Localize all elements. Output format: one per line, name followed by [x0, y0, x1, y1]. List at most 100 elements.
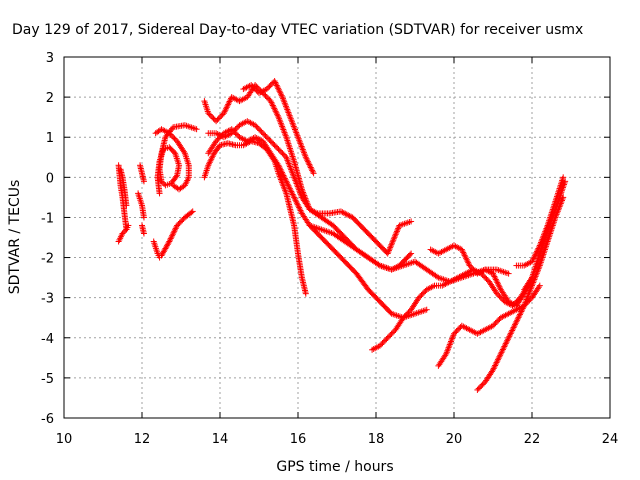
- x-tick-label: 20: [446, 432, 463, 447]
- data-point-marker: [376, 342, 383, 349]
- data-point-marker: [159, 179, 166, 186]
- y-tick-label: -2: [41, 252, 54, 267]
- data-point-marker: [469, 265, 476, 272]
- data-point-marker: [285, 182, 292, 189]
- data-point-marker: [263, 94, 270, 101]
- data-point-marker: [302, 154, 309, 161]
- data-point-marker: [269, 102, 276, 109]
- data-point-marker: [274, 112, 281, 119]
- data-point-marker: [454, 326, 461, 333]
- data-point-marker: [499, 347, 506, 354]
- data-point-marker: [536, 282, 543, 289]
- data-point-marker: [275, 162, 282, 169]
- data-point-marker: [224, 102, 231, 109]
- data-point-marker: [475, 385, 482, 392]
- data-point-marker: [503, 339, 510, 346]
- data-point-marker: [307, 164, 314, 171]
- series-arc-1c: [117, 166, 130, 209]
- data-point-marker: [291, 195, 298, 202]
- data-point-marker: [491, 321, 498, 328]
- data-point-marker: [125, 222, 132, 229]
- data-point-marker: [193, 126, 200, 133]
- data-point-marker: [267, 138, 274, 145]
- data-point-marker: [188, 209, 195, 216]
- series-arc-9: [240, 78, 317, 177]
- y-tick-label: -6: [41, 412, 54, 427]
- data-point-marker: [384, 334, 391, 341]
- data-point-marker: [297, 207, 304, 214]
- data-point-marker: [492, 276, 499, 283]
- data-point-marker: [253, 87, 260, 94]
- data-point-marker: [516, 311, 523, 318]
- series-arc-5: [152, 126, 192, 193]
- data-point-marker: [270, 103, 277, 110]
- data-point-marker: [176, 219, 183, 226]
- series-arc-2b: [139, 222, 147, 237]
- x-tick-label: 22: [524, 432, 541, 447]
- data-point-marker: [213, 118, 220, 125]
- data-point-marker: [269, 139, 275, 146]
- data-point-marker: [375, 261, 382, 268]
- data-point-marker: [507, 330, 514, 337]
- data-point-marker: [189, 208, 196, 215]
- data-point-marker: [463, 255, 470, 262]
- data-point-marker: [280, 172, 287, 179]
- data-point-marker: [378, 341, 385, 348]
- x-tick-label: 16: [290, 432, 307, 447]
- data-point-marker: [120, 229, 127, 236]
- data-point-marker: [166, 130, 173, 137]
- data-point-marker: [214, 116, 221, 123]
- data-point-marker: [263, 86, 270, 93]
- x-tick-label: 12: [134, 432, 151, 447]
- data-point-marker: [421, 289, 428, 296]
- data-point-marker: [273, 80, 280, 87]
- data-point-marker: [268, 99, 275, 106]
- data-point-marker: [400, 314, 407, 321]
- data-point-marker: [519, 305, 526, 312]
- data-point-marker: [385, 249, 392, 256]
- data-point-marker: [279, 169, 286, 176]
- data-point-marker: [560, 174, 567, 181]
- data-point-marker: [169, 232, 176, 239]
- data-point-marker: [389, 240, 396, 247]
- chart-title: Day 129 of 2017, Sidereal Day-to-day VTE…: [12, 22, 583, 38]
- data-point-marker: [309, 167, 316, 174]
- data-point-marker: [480, 273, 487, 280]
- data-point-marker: [495, 317, 502, 324]
- data-point-marker: [271, 105, 278, 112]
- data-point-marker: [275, 86, 282, 93]
- data-point-marker: [119, 230, 126, 237]
- data-point-marker: [497, 352, 504, 359]
- data-point-marker: [274, 144, 281, 151]
- data-point-marker: [252, 122, 259, 129]
- data-point-marker: [220, 110, 227, 117]
- data-point-marker: [415, 294, 422, 301]
- series-arc-1a: [115, 162, 130, 233]
- data-point-marker: [514, 317, 521, 324]
- data-point-marker: [417, 293, 424, 300]
- data-point-marker: [262, 132, 269, 139]
- data-point-marker: [122, 227, 129, 234]
- data-point-marker: [279, 150, 286, 157]
- data-point-marker: [533, 249, 540, 256]
- data-point-marker: [392, 231, 399, 238]
- data-point-marker: [433, 273, 440, 280]
- data-point-marker: [165, 239, 172, 246]
- data-point-marker: [496, 293, 503, 300]
- data-point-marker: [387, 243, 394, 250]
- data-point-marker: [465, 259, 472, 266]
- data-point-marker: [387, 244, 394, 251]
- data-point-marker: [495, 355, 502, 362]
- data-point-marker: [274, 83, 281, 90]
- data-point-marker: [492, 361, 499, 368]
- data-point-marker: [505, 270, 512, 277]
- data-point-marker: [509, 326, 516, 333]
- data-point-marker: [232, 130, 239, 137]
- data-point-marker: [295, 203, 302, 210]
- data-point-marker: [286, 184, 293, 191]
- data-point-marker: [408, 218, 415, 225]
- data-point-marker: [309, 168, 316, 175]
- y-axis-title: SDTVAR / TECUs: [7, 180, 23, 295]
- data-point-marker: [283, 178, 290, 185]
